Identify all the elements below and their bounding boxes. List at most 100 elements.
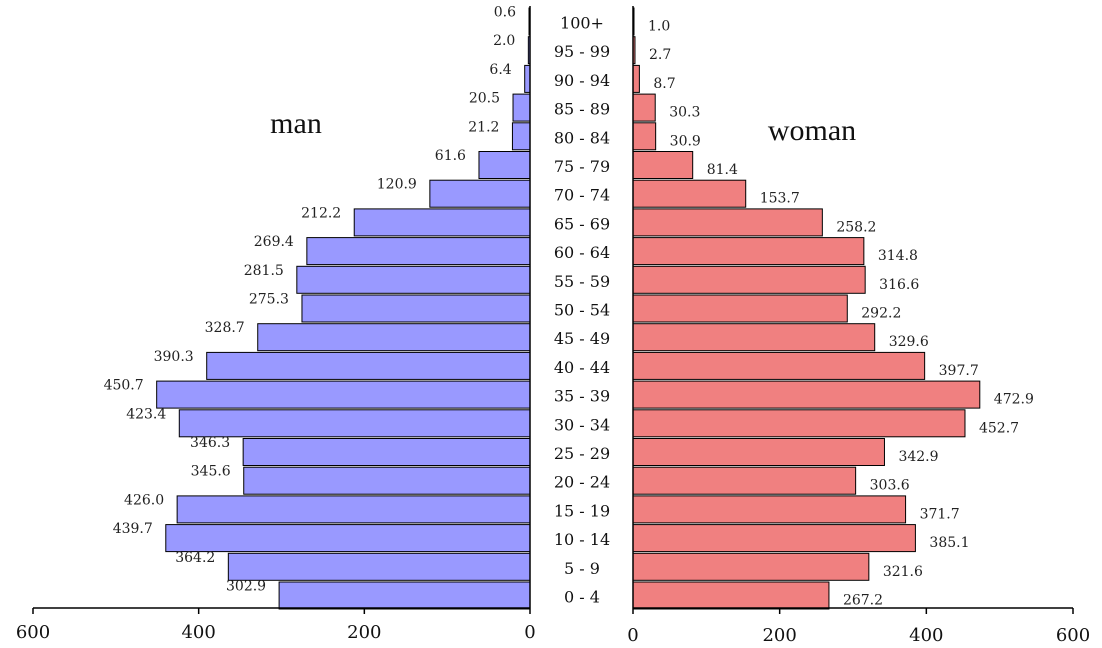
value-label-woman-14: 452.7 <box>979 420 1019 436</box>
age-label-1: 95 - 99 <box>554 42 610 61</box>
value-label-man-19: 364.2 <box>175 550 215 566</box>
value-label-man-0: 0.6 <box>494 5 516 21</box>
value-label-man-4: 21.2 <box>468 119 499 135</box>
value-label-woman-12: 397.7 <box>939 363 979 379</box>
bar-woman-8 <box>632 237 865 266</box>
age-label-14: 30 - 34 <box>554 415 610 434</box>
age-label-19: 5 - 9 <box>564 559 600 578</box>
age-label-20: 0 - 4 <box>564 588 600 607</box>
bar-woman-11 <box>632 323 876 352</box>
bar-woman-20 <box>632 581 830 610</box>
man-bars <box>156 7 531 610</box>
value-label-woman-0: 1.0 <box>648 19 670 35</box>
age-group-labels: 100+ 95 - 99 90 - 94 85 - 89 80 - 84 75 - 79 7… <box>554 14 610 607</box>
value-label-woman-13: 472.9 <box>994 392 1034 408</box>
bar-woman-9 <box>632 265 866 294</box>
bar-woman-13 <box>632 380 981 409</box>
bar-man-4 <box>511 122 531 151</box>
value-label-woman-1: 2.7 <box>649 47 671 63</box>
bar-woman-4 <box>632 122 657 151</box>
bar-woman-2 <box>632 64 640 93</box>
value-label-man-7: 212.2 <box>301 205 341 221</box>
value-label-man-15: 346.3 <box>190 435 230 451</box>
value-label-woman-6: 153.7 <box>760 191 800 207</box>
age-label-18: 10 - 14 <box>554 530 610 549</box>
bar-man-20 <box>278 581 531 610</box>
bar-woman-14 <box>632 409 966 438</box>
age-label-13: 35 - 39 <box>554 387 610 406</box>
tick-label-left-1: 400 <box>181 622 215 643</box>
bar-woman-6 <box>632 179 747 208</box>
age-label-16: 20 - 24 <box>554 473 610 492</box>
age-label-15: 25 - 29 <box>554 444 610 463</box>
value-label-woman-15: 342.9 <box>898 449 938 465</box>
bar-man-3 <box>512 93 531 122</box>
bar-woman-17 <box>632 495 907 524</box>
value-label-man-13: 450.7 <box>104 378 144 394</box>
bar-woman-7 <box>632 208 823 237</box>
tick-label-right-1: 200 <box>762 625 796 646</box>
bar-man-11 <box>257 323 531 352</box>
value-label-man-9: 281.5 <box>244 263 284 279</box>
value-label-woman-16: 303.6 <box>870 478 910 494</box>
value-label-woman-18: 385.1 <box>929 535 969 551</box>
value-label-man-8: 269.4 <box>254 234 294 250</box>
man-value-labels: 0.6 2.0 6.4 20.5 21.261.6 120.9 212.2 269.4 281.… <box>104 5 517 595</box>
tick-label-left-0: 600 <box>16 622 50 643</box>
value-label-woman-3: 30.3 <box>669 105 700 121</box>
age-label-12: 40 - 44 <box>554 358 610 377</box>
bar-woman-10 <box>632 294 848 323</box>
bar-man-15 <box>242 438 531 466</box>
bar-man-2 <box>524 64 531 93</box>
age-label-0: 100+ <box>560 14 604 33</box>
bar-woman-15 <box>632 438 885 466</box>
age-label-4: 80 - 84 <box>554 128 610 147</box>
value-label-woman-8: 314.8 <box>878 248 918 264</box>
value-label-woman-10: 292.2 <box>861 306 901 322</box>
value-label-woman-19: 321.6 <box>883 564 923 580</box>
bar-man-19 <box>227 552 531 581</box>
value-label-woman-20: 267.2 <box>843 593 883 609</box>
series-label-man: man <box>270 107 322 140</box>
bar-man-13 <box>156 380 531 409</box>
value-label-man-11: 328.7 <box>205 320 245 336</box>
bar-man-8 <box>306 237 531 266</box>
bar-woman-5 <box>632 151 694 179</box>
value-label-man-5: 61.6 <box>435 148 466 164</box>
bar-man-7 <box>353 208 531 237</box>
value-label-man-14: 423.4 <box>126 406 166 422</box>
x-axis-ticks: 600 400 200 0 0 200 400 600 <box>16 608 1090 646</box>
age-label-11: 45 - 49 <box>554 329 610 348</box>
bar-man-14 <box>178 409 531 438</box>
age-label-2: 90 - 94 <box>554 71 610 90</box>
bar-woman-16 <box>632 466 857 495</box>
bar-man-17 <box>176 495 531 524</box>
bar-woman-12 <box>632 351 926 380</box>
axes <box>33 6 1073 609</box>
bar-man-5 <box>478 151 531 179</box>
value-label-man-1: 2.0 <box>493 33 515 49</box>
bar-man-9 <box>296 265 531 294</box>
age-label-5: 75 - 79 <box>554 157 610 176</box>
value-label-man-16: 345.6 <box>191 464 231 480</box>
age-label-10: 50 - 54 <box>554 301 610 320</box>
value-label-woman-9: 316.6 <box>879 277 919 293</box>
value-label-man-17: 426.0 <box>124 492 164 508</box>
tick-label-left-3: 0 <box>524 622 535 643</box>
bar-man-16 <box>243 466 531 495</box>
age-label-7: 65 - 69 <box>554 214 610 233</box>
value-label-woman-5: 81.4 <box>707 162 738 178</box>
value-label-woman-7: 258.2 <box>836 219 876 235</box>
bar-man-18 <box>165 524 531 553</box>
age-label-3: 85 - 89 <box>554 100 610 119</box>
value-label-man-12: 390.3 <box>154 349 194 365</box>
bar-woman-18 <box>632 524 916 553</box>
series-label-woman: woman <box>768 114 856 147</box>
tick-label-left-2: 200 <box>347 622 381 643</box>
bar-woman-3 <box>632 93 656 122</box>
age-label-17: 15 - 19 <box>554 501 610 520</box>
value-label-man-10: 275.3 <box>249 292 289 308</box>
